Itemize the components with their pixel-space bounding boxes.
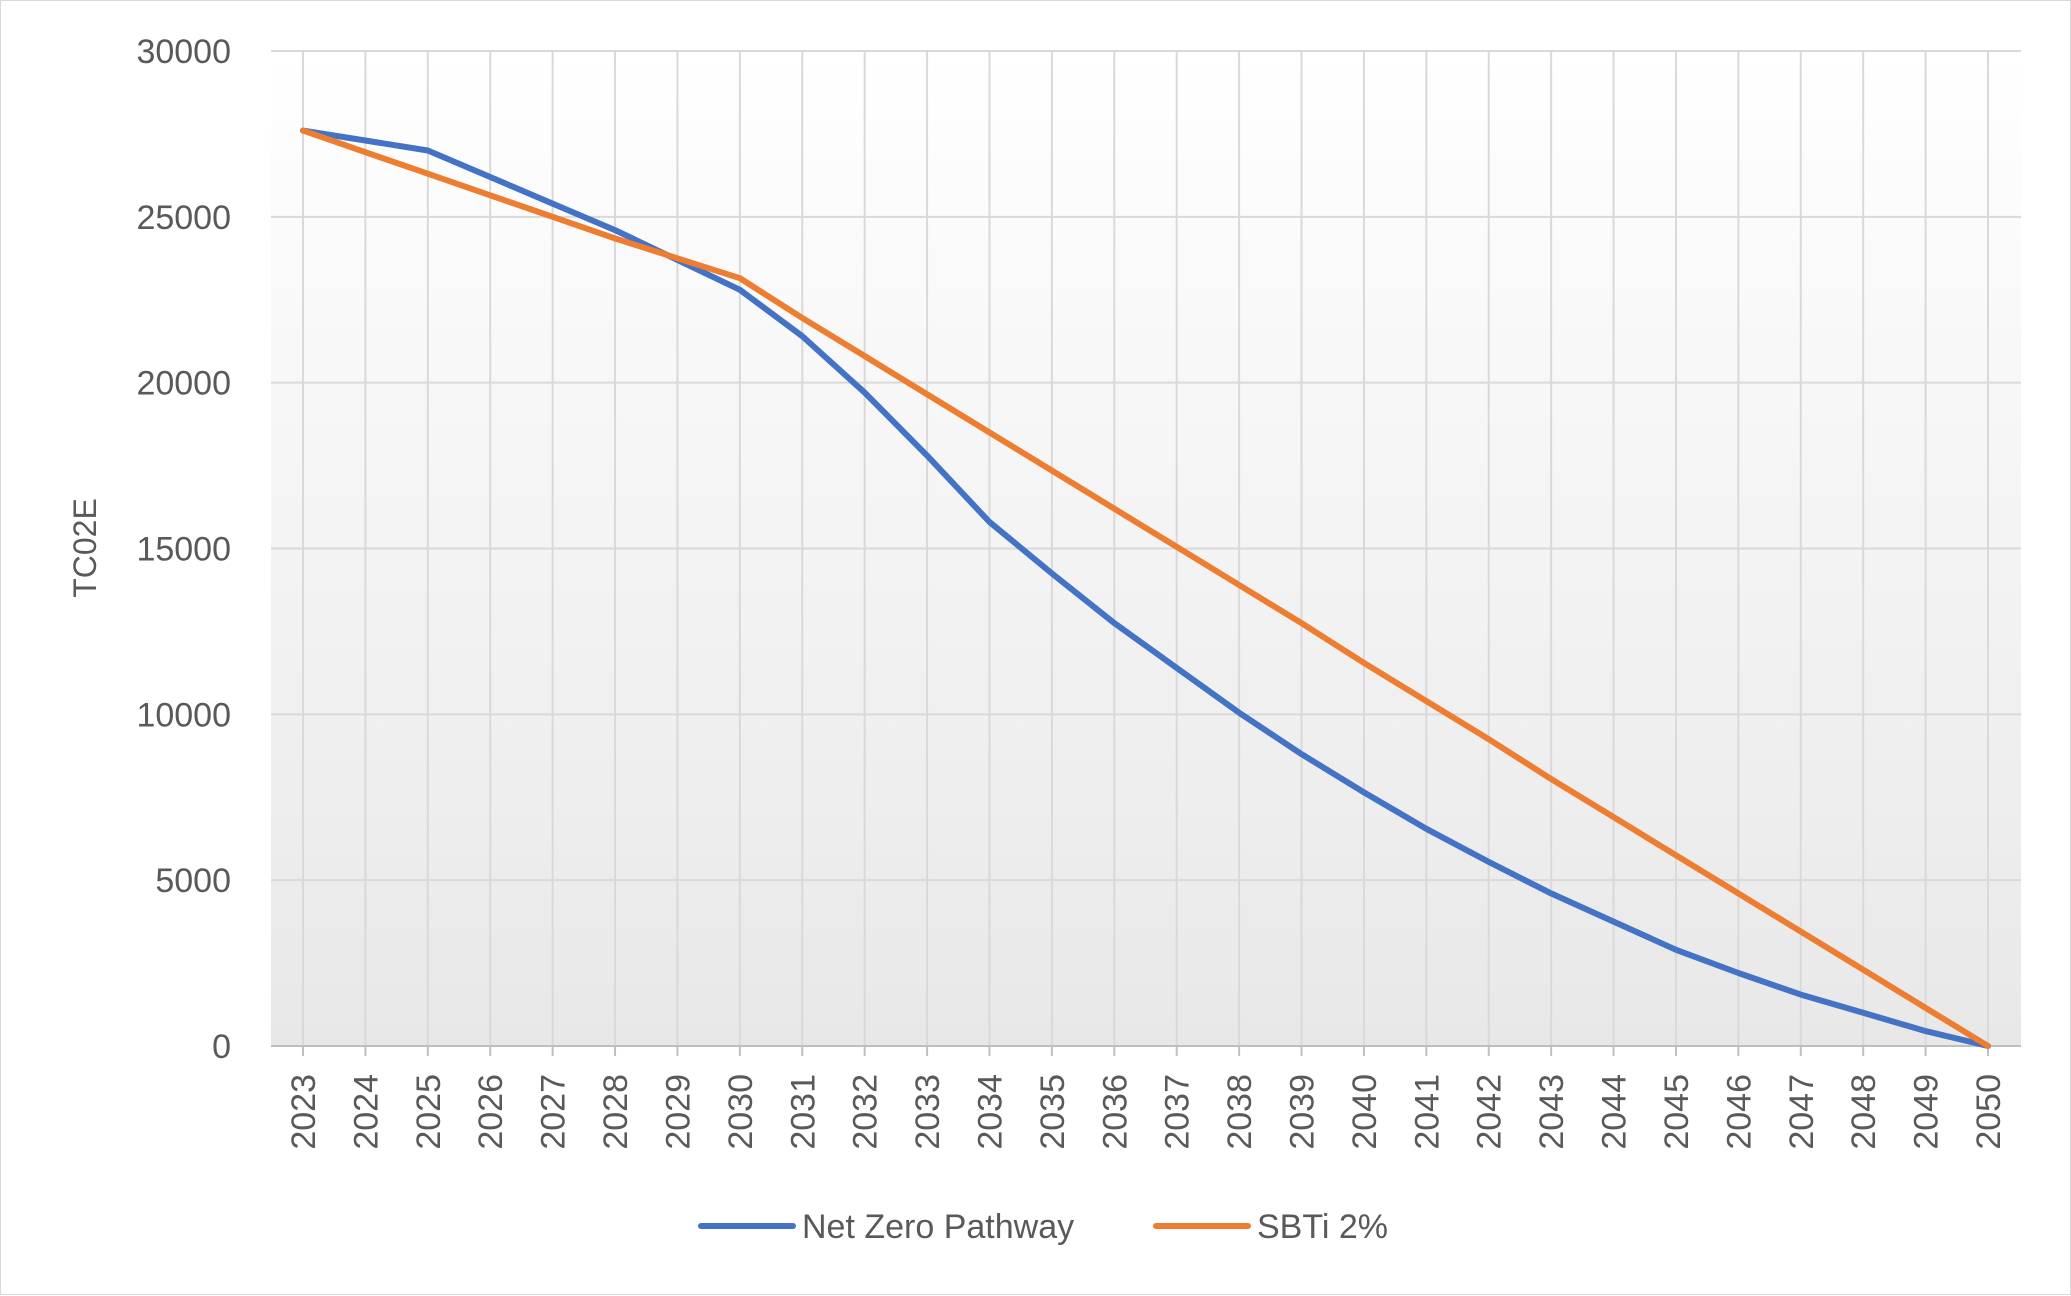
legend: Net Zero Pathway SBTi 2%: [698, 1208, 1388, 1246]
y-tick-label: 20000: [136, 365, 231, 403]
legend-label: SBTi 2%: [1257, 1208, 1388, 1246]
series-line: [300, 127, 1991, 1049]
x-tick-label: 2029: [659, 1074, 697, 1150]
x-tick-label: 2035: [1034, 1074, 1072, 1150]
x-tick-label: 2025: [410, 1074, 448, 1150]
x-tick-label: 2043: [1533, 1074, 1571, 1150]
y-tick-label: 10000: [136, 696, 231, 734]
x-tick-label: 2024: [347, 1074, 385, 1150]
x-tick-label: 2049: [1908, 1074, 1946, 1150]
x-tick-label: 2045: [1658, 1074, 1696, 1150]
x-tick-label: 2039: [1284, 1074, 1322, 1150]
x-tick-label: 2033: [909, 1074, 947, 1150]
x-tick-label: 2030: [722, 1074, 760, 1150]
x-tick-label: 2027: [535, 1074, 573, 1150]
x-tick-label: 2046: [1720, 1074, 1758, 1150]
x-tick-label: 2048: [1845, 1074, 1883, 1150]
y-axis: 0 5000 10000 15000 20000 25000 30000: [136, 33, 231, 1066]
x-tick-label: 2044: [1596, 1074, 1634, 1150]
y-tick-label: 5000: [155, 862, 231, 900]
x-tick-label: 2040: [1346, 1074, 1384, 1150]
x-tick-label: 2050: [1970, 1074, 2008, 1150]
x-tick-label: 2042: [1471, 1074, 1509, 1150]
x-tick-label: 2041: [1408, 1074, 1446, 1150]
series-line: [300, 127, 1991, 1049]
x-tick-label: 2037: [1159, 1074, 1197, 1150]
y-tick-label: 15000: [136, 531, 231, 569]
y-tick-label: 0: [212, 1028, 231, 1066]
x-tick-label: 2023: [285, 1074, 323, 1150]
x-tick-label: 2026: [472, 1074, 510, 1150]
x-tick-label: 2038: [1221, 1074, 1259, 1150]
x-tick-label: 2028: [597, 1074, 635, 1150]
y-axis-title: TC02E: [67, 498, 103, 598]
x-tick-label: 2032: [847, 1074, 885, 1150]
x-tick-label: 2034: [971, 1074, 1009, 1150]
x-axis: 2023 2024 2025 2026 2027 2028 2029 2030 2031 2032…: [285, 1046, 2008, 1150]
legend-label: Net Zero Pathway: [802, 1208, 1074, 1246]
y-tick-label: 25000: [136, 199, 231, 237]
x-tick-label: 2031: [784, 1074, 822, 1150]
x-tick-label: 2036: [1096, 1074, 1134, 1150]
series: [300, 127, 1991, 1049]
x-tick-label: 2047: [1783, 1074, 1821, 1150]
y-tick-label: 30000: [136, 33, 231, 71]
